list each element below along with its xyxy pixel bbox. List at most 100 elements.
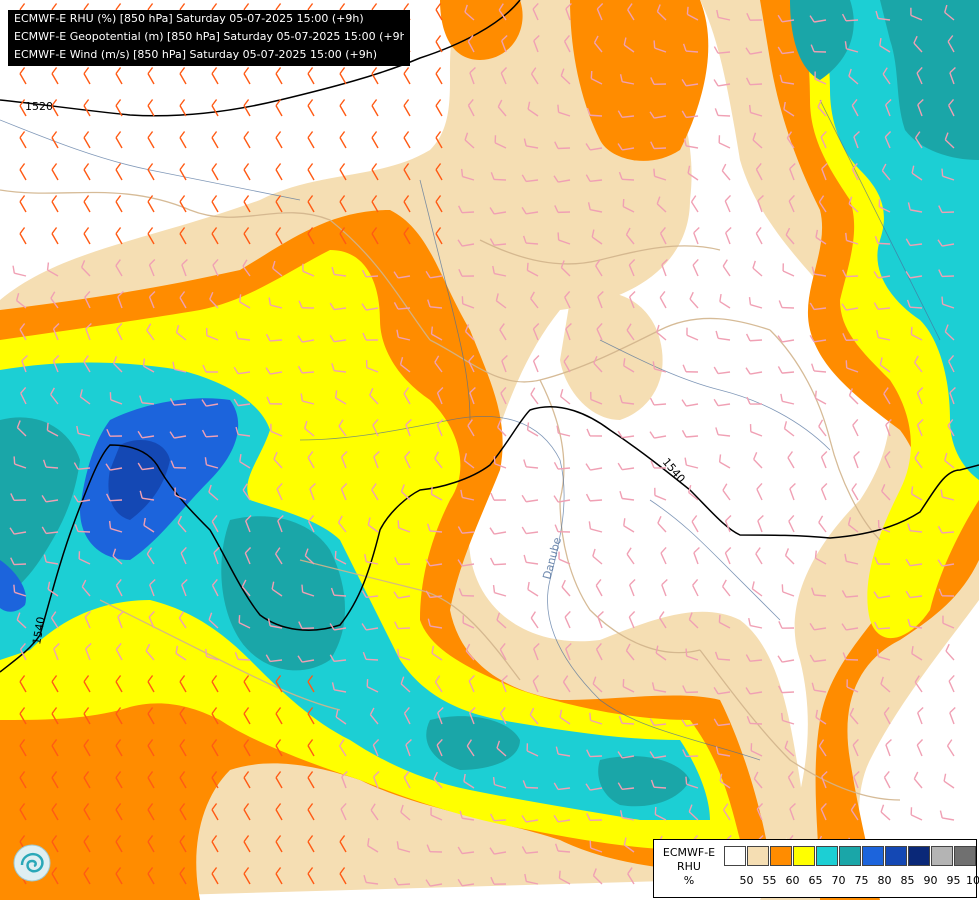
wind-barb (371, 67, 379, 85)
wind-barb (457, 559, 475, 567)
wind-barb (339, 227, 347, 245)
wind-barb (651, 682, 667, 693)
wind-barb (784, 548, 795, 565)
wind-barb (879, 38, 891, 53)
wind-barb (553, 495, 571, 503)
legend-swatch (770, 846, 792, 866)
wind-barb (818, 195, 827, 213)
wind-barb (147, 195, 155, 213)
wind-barb (748, 104, 763, 117)
wind-barb (179, 739, 187, 757)
wind-barb (778, 300, 795, 309)
wind-barb (725, 226, 732, 245)
wind-barb (617, 751, 635, 759)
wind-barb (396, 329, 411, 341)
wind-barb (178, 611, 187, 629)
wind-barb (78, 551, 91, 565)
wind-barb (848, 196, 859, 213)
wind-barb (51, 131, 59, 149)
wind-barb (910, 7, 923, 21)
wind-barb (437, 706, 444, 725)
wind-barb (719, 773, 731, 789)
wind-barb (533, 642, 540, 661)
wind-barb (147, 163, 155, 181)
wind-barb (557, 104, 571, 117)
legend-ticks: 50 55 60 65 70 75 80 85 90 95 100 (724, 874, 979, 887)
wind-barb (881, 163, 891, 181)
wind-barb (622, 679, 635, 693)
wind-barb (148, 290, 156, 309)
wind-barb (500, 66, 508, 85)
wind-barb (565, 322, 572, 341)
wind-barb (147, 739, 155, 757)
wind-barb (304, 548, 315, 565)
wind-barb (435, 99, 443, 117)
wind-barb (15, 292, 27, 309)
wind-barb (878, 199, 891, 213)
wind-barb (145, 643, 155, 661)
wind-barb (691, 515, 699, 533)
wind-barb (147, 771, 155, 789)
wind-barb (211, 579, 219, 597)
wind-barb (917, 706, 924, 725)
wind-barb (563, 355, 571, 373)
wind-barb (875, 10, 891, 21)
wind-barb (83, 675, 91, 693)
wind-barb (652, 361, 667, 373)
wind-barb (337, 515, 347, 533)
wind-barb (334, 550, 347, 565)
wind-barb (307, 195, 315, 213)
wind-barb (19, 739, 27, 757)
wind-barb (73, 495, 91, 503)
wind-barb (853, 770, 860, 789)
wind-barb (873, 621, 891, 630)
wind-barb (879, 357, 891, 373)
wind-barb (50, 291, 59, 309)
legend-swatch (724, 846, 746, 866)
wind-barb (785, 227, 795, 245)
wind-barb (724, 514, 732, 533)
wind-barb (499, 707, 507, 725)
wind-barb (372, 770, 380, 789)
wind-barb (42, 459, 59, 469)
legend-tick-label: 75 (854, 874, 869, 887)
wind-barb (498, 3, 507, 21)
wind-barb (179, 771, 187, 789)
wind-barb (911, 645, 923, 661)
wind-barb (106, 493, 123, 502)
wind-barb (818, 739, 827, 757)
wind-barb (492, 585, 507, 597)
wind-barb (275, 835, 283, 853)
wind-barb (623, 837, 635, 853)
wind-barb (83, 739, 91, 757)
wind-barb (307, 867, 315, 885)
wind-barb (243, 675, 251, 693)
wind-barb (850, 803, 859, 821)
wind-barb (523, 459, 539, 469)
wind-barb (526, 422, 539, 437)
wind-barb (211, 131, 219, 149)
wind-barb (243, 835, 251, 853)
wind-barb (492, 776, 507, 789)
wind-barb (810, 44, 827, 53)
wind-barb (400, 676, 411, 693)
wind-barb (174, 487, 187, 501)
wind-barb (689, 291, 699, 309)
wind-barb (46, 422, 59, 437)
wind-barb (779, 74, 795, 85)
wind-barb (458, 588, 475, 597)
wind-barb (366, 679, 379, 693)
wind-barb (19, 163, 27, 181)
wind-barb (906, 299, 923, 309)
wind-barb (722, 483, 731, 501)
wind-barb (201, 399, 219, 407)
wind-barb (532, 674, 539, 693)
wind-barb (561, 579, 571, 597)
wind-barb (115, 643, 123, 661)
wind-barb (521, 846, 539, 854)
wind-barb (307, 163, 315, 181)
wind-barb (948, 674, 955, 693)
wind-barb (211, 675, 219, 693)
wind-barb (335, 709, 347, 725)
wind-barb (51, 195, 59, 213)
